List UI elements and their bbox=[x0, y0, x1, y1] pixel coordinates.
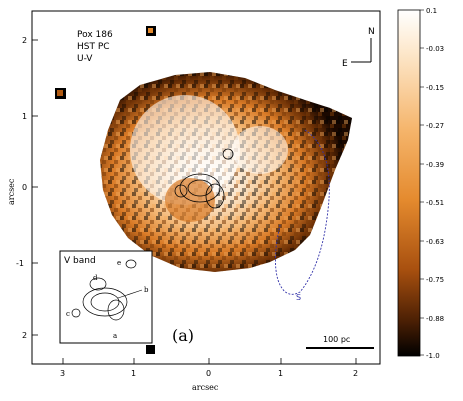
compass: N E bbox=[342, 27, 375, 69]
inset-letter-b: b bbox=[144, 286, 149, 294]
y-tick-label: 2 bbox=[22, 36, 27, 45]
v-band-inset: V band e d b c a bbox=[59, 250, 153, 344]
colorbar-tick-label: -0.39 bbox=[426, 161, 444, 169]
galaxy-color-map bbox=[100, 72, 352, 272]
colorbar-tick-label: -0.27 bbox=[426, 122, 444, 130]
feature-marker-s: S bbox=[296, 293, 301, 302]
inset-letter-d: d bbox=[93, 274, 98, 282]
y-tick-label: 2 bbox=[22, 331, 27, 340]
colorbar-tick-label: -0.63 bbox=[426, 238, 444, 246]
colorbar-tick-label: -0.51 bbox=[426, 199, 444, 207]
x-axis-label: arcsec bbox=[192, 383, 219, 392]
colorbar bbox=[397, 9, 421, 357]
colorbar-tick-label: -0.88 bbox=[426, 315, 444, 323]
colorbar-ticks bbox=[420, 9, 424, 356]
x-tick-label: 1 bbox=[131, 369, 136, 378]
inset-title: V band bbox=[64, 256, 96, 266]
x-tick-label: 3 bbox=[60, 369, 65, 378]
axis-ticks bbox=[32, 39, 357, 364]
colorbar-tick-label: -1.0 bbox=[426, 352, 440, 360]
v-band-contours bbox=[174, 148, 234, 209]
object-name: Pox 186 bbox=[77, 30, 113, 40]
colorbar-tick-label: -0.03 bbox=[426, 45, 444, 53]
scale-bar-label: 100 pc bbox=[323, 335, 350, 344]
hot-pixel bbox=[146, 345, 155, 354]
panel-tag: (a) bbox=[172, 326, 194, 345]
inset-letter-c: c bbox=[66, 310, 70, 318]
y-axis-label: arcsec bbox=[7, 178, 16, 205]
filter-label: U-V bbox=[77, 54, 93, 64]
x-tick-label: 1 bbox=[278, 369, 283, 378]
y-tick-label: 0 bbox=[22, 183, 27, 192]
colorbar-tick-label: 0.1 bbox=[426, 7, 437, 15]
colorbar-tick-label: -0.15 bbox=[426, 84, 444, 92]
y-tick-label: 1 bbox=[22, 112, 27, 121]
compass-north: N bbox=[368, 27, 375, 37]
compass-east: E bbox=[342, 59, 348, 69]
instrument-label: HST PC bbox=[77, 42, 110, 52]
x-tick-label: 0 bbox=[206, 369, 211, 378]
s-loop-outline bbox=[275, 129, 330, 295]
scale-bar: 100 pc bbox=[306, 335, 374, 349]
inset-letter-a: a bbox=[113, 332, 117, 340]
inset-letter-e: e bbox=[117, 259, 121, 267]
colorbar-tick-label: -0.75 bbox=[426, 276, 444, 284]
x-tick-label: 2 bbox=[353, 369, 358, 378]
y-tick-label: -1 bbox=[16, 259, 24, 268]
